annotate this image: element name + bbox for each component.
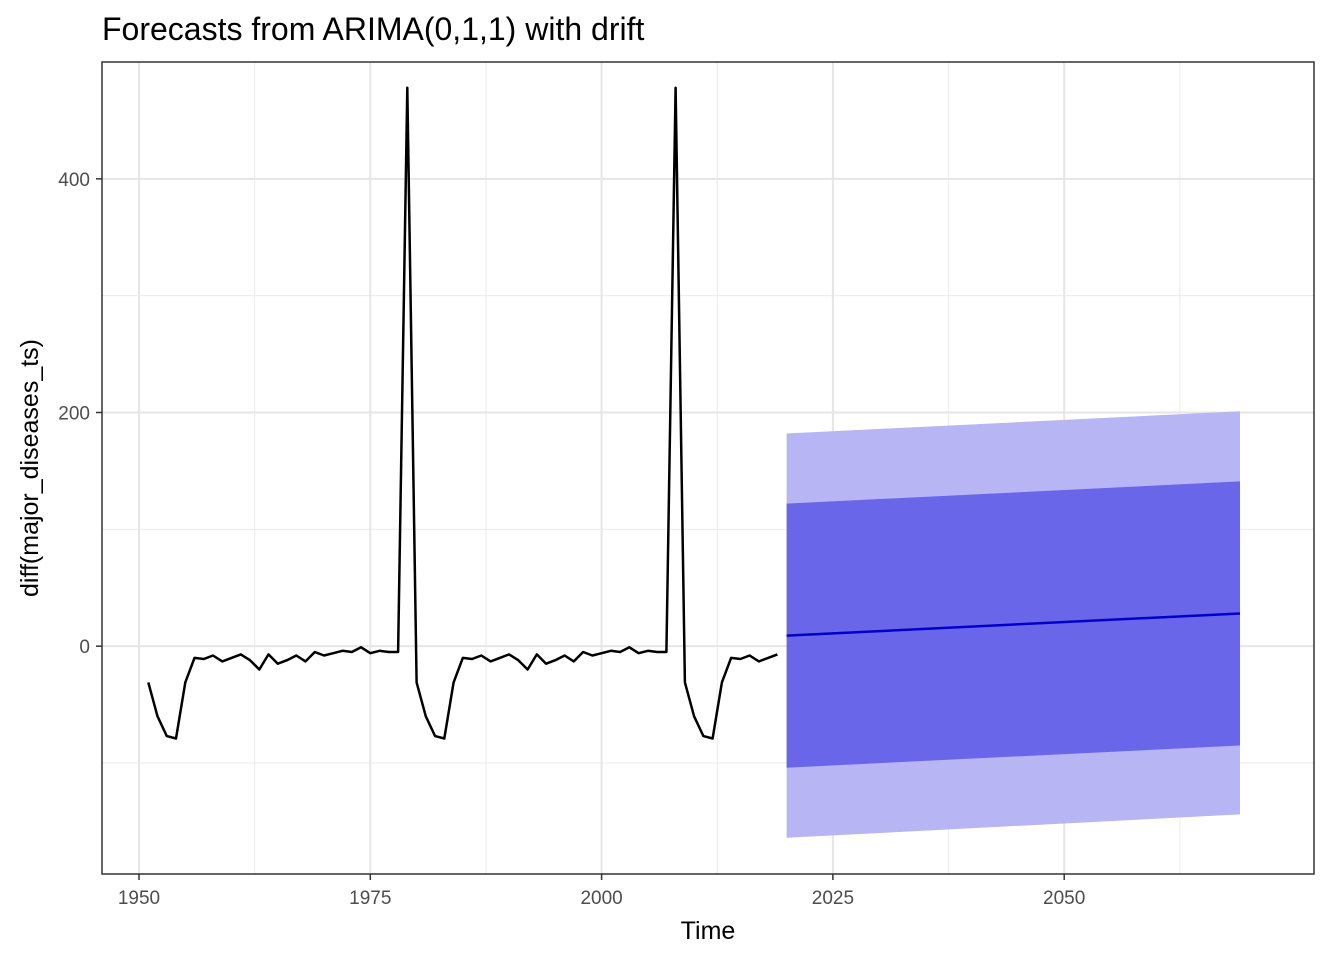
y-axis-title: diff(major_diseases_ts)	[16, 339, 44, 597]
x-axis: 1950 1975 2000 2025 2050	[118, 874, 1085, 909]
forecast-mean-line	[786, 612, 1241, 637]
y-tick-label: 0	[79, 637, 90, 658]
y-tick-label: 200	[58, 404, 90, 425]
x-tick-label: 1950	[118, 888, 160, 909]
series-lines	[147, 86, 1241, 740]
x-tick-label: 2025	[812, 888, 854, 909]
y-axis: 0 200 400	[58, 170, 102, 658]
x-axis-title: Time	[681, 917, 736, 945]
observed-series-line	[147, 86, 778, 740]
plot-border	[101, 61, 1315, 875]
chart-title: Forecasts from ARIMA(0,1,1) with drift	[102, 11, 644, 47]
x-tick-label: 1975	[349, 888, 391, 909]
x-tick-label: 2000	[580, 888, 622, 909]
x-tick-label: 2050	[1043, 888, 1085, 909]
y-tick-label: 400	[58, 170, 90, 191]
